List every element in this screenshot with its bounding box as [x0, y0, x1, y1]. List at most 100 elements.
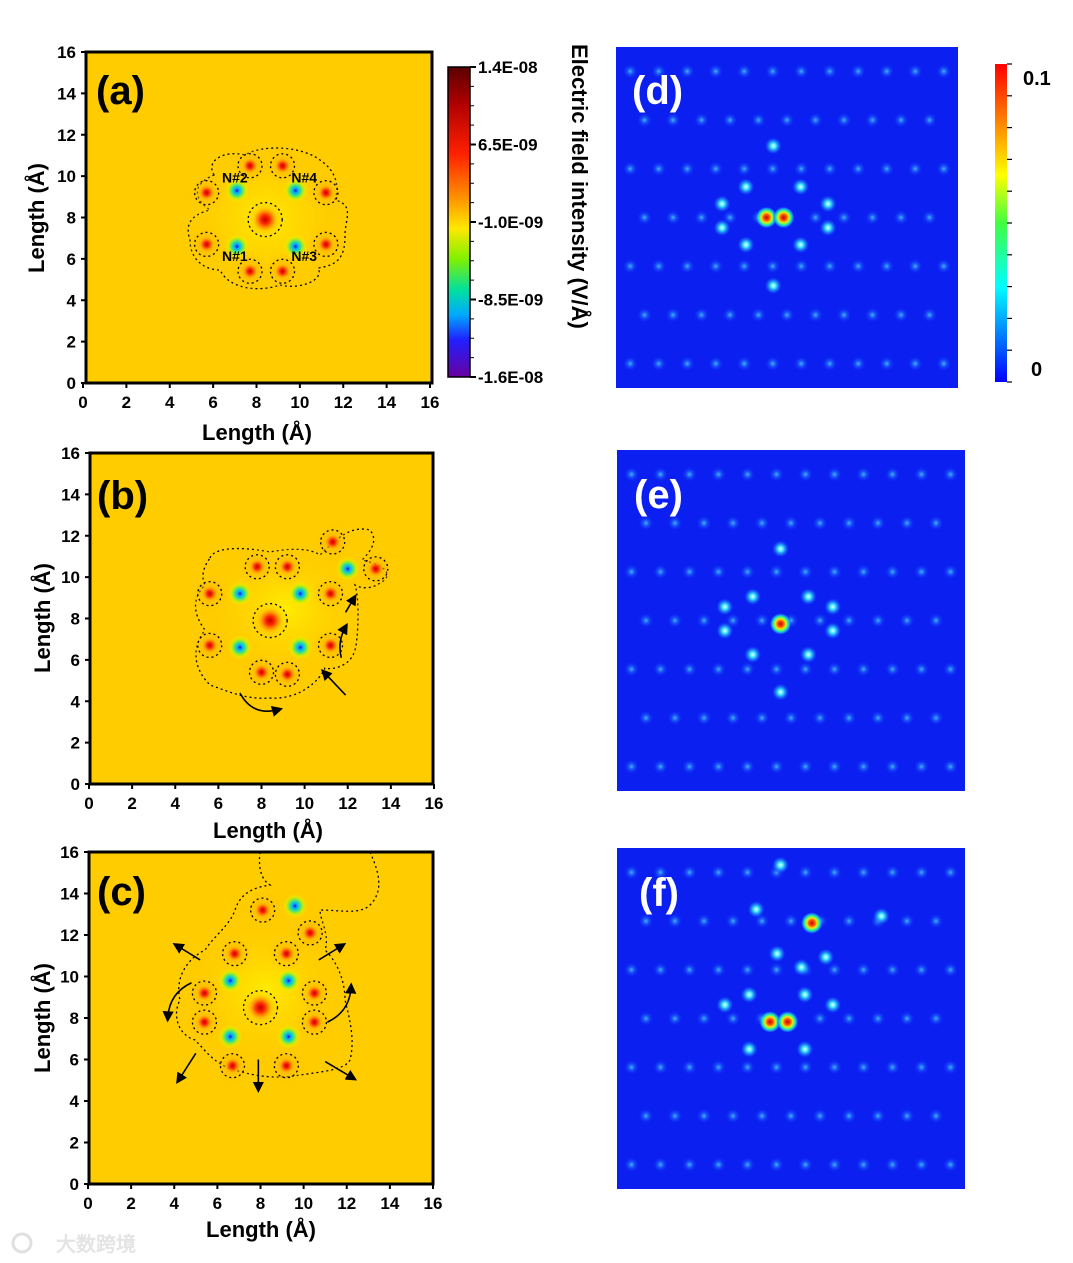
- y-tick-label: 12: [57, 126, 76, 145]
- flow-arrow: [318, 943, 347, 961]
- lattice-spot: [913, 1156, 930, 1173]
- positive-peak-contour: [197, 581, 223, 607]
- positive-peak-contour: [191, 1009, 218, 1035]
- lattice-spot: [764, 160, 781, 177]
- positive-peak-contour: [297, 920, 323, 946]
- lattice-spot: [768, 563, 785, 580]
- lattice-spot: [681, 563, 698, 580]
- y-tick-label: 14: [61, 485, 80, 504]
- lattice-spot: [942, 563, 959, 580]
- panel-d-label: (d): [632, 69, 683, 113]
- lattice-spot: [826, 563, 843, 580]
- negative-peak: [227, 635, 252, 660]
- y-tick-label: 6: [70, 1051, 79, 1070]
- x-tick-label: 4: [171, 794, 181, 813]
- panel-c-contour: [175, 852, 380, 1078]
- x-tick-label: 16: [421, 393, 440, 412]
- lattice-spot: [826, 661, 843, 678]
- lattice-spot: [907, 258, 924, 275]
- lattice-spot: [768, 961, 785, 978]
- bright-spot: [795, 985, 814, 1004]
- positive-peak-contour: [301, 980, 328, 1006]
- lattice-spot: [638, 913, 654, 930]
- lattice-spot: [693, 306, 710, 323]
- bright-spot: [823, 995, 842, 1014]
- lattice-spot: [652, 758, 669, 775]
- lattice-spot: [681, 1156, 698, 1173]
- colorbar-left-tick-label: -1.6E-08: [478, 368, 543, 387]
- lattice-spot: [826, 1156, 843, 1173]
- flow-arrow: [344, 593, 357, 613]
- bright-spot: [715, 995, 734, 1014]
- positive-peak-contour: [274, 661, 301, 688]
- lattice-spot: [855, 758, 872, 775]
- bright-spot: [768, 944, 787, 963]
- lattice-spot: [681, 466, 698, 483]
- lattice-spot: [638, 709, 654, 726]
- positive-peak: [274, 157, 291, 174]
- lattice-spot: [899, 612, 915, 629]
- negative-peak: [283, 234, 308, 259]
- positive-peak-contour: [237, 153, 263, 179]
- positive-peak: [367, 560, 384, 577]
- positive-peak: [247, 994, 274, 1021]
- lattice-spot: [884, 563, 901, 580]
- positive-peak: [241, 263, 258, 280]
- positive-peak: [279, 558, 296, 575]
- lattice-spot: [739, 864, 756, 881]
- negative-peak: [276, 968, 301, 993]
- x-tick-label: 14: [380, 1194, 399, 1213]
- hot-spot: [800, 912, 823, 935]
- lattice-spot: [652, 466, 669, 483]
- lattice-spot: [821, 355, 838, 372]
- y-tick-label: 10: [57, 167, 76, 186]
- lattice-spot: [739, 1059, 756, 1076]
- lattice-spot: [681, 1059, 698, 1076]
- lattice-spot: [907, 355, 924, 372]
- lattice-spot: [623, 1156, 640, 1173]
- y-tick-label: 12: [61, 527, 80, 546]
- lattice-spot: [623, 661, 640, 678]
- lattice-spot: [623, 563, 640, 580]
- lattice-spot: [855, 661, 872, 678]
- y-tick-label: 16: [60, 843, 79, 862]
- bright-spot: [872, 907, 891, 926]
- lattice-spot: [841, 913, 857, 930]
- negative-peak: [218, 1024, 243, 1049]
- lattice-spot: [754, 1107, 770, 1124]
- lattice-spot: [783, 709, 799, 726]
- lattice-spot: [907, 63, 924, 80]
- panel-c: 0 2 4 6 8 10 12 14 16 0 2 4 6 8 10 12 14 16 Length (Å) Leng…: [29, 843, 442, 1242]
- lattice-spot: [899, 515, 915, 532]
- colorbar-right-min: 0: [1031, 359, 1042, 381]
- x-tick-label: 10: [295, 794, 314, 813]
- lattice-spot: [783, 1107, 799, 1124]
- x-tick-label: 4: [165, 393, 175, 412]
- bright-spot: [791, 177, 810, 196]
- negative-peak: [227, 581, 252, 606]
- lattice-spot: [797, 758, 814, 775]
- hot-spot: [776, 1010, 799, 1033]
- negative-peak: [335, 556, 360, 581]
- y-tick-label: 10: [61, 568, 80, 587]
- lattice-spot: [841, 1010, 857, 1027]
- x-axis-label: Length (Å): [202, 419, 312, 445]
- lattice-spot: [710, 563, 727, 580]
- lattice-spot: [826, 864, 843, 881]
- colorbar-left-tick-label: 1.4E-08: [478, 58, 538, 77]
- lattice-spot: [942, 758, 959, 775]
- lattice-spot: [638, 612, 654, 629]
- lattice-spot: [667, 1010, 683, 1027]
- bright-spot: [740, 1040, 759, 1059]
- lattice-spot: [821, 63, 838, 80]
- lattice-spot: [722, 112, 738, 129]
- lattice-spot: [739, 758, 756, 775]
- lattice-spot: [935, 258, 952, 275]
- x-tick-label: 16: [424, 1194, 443, 1213]
- lattice-spot: [855, 864, 872, 881]
- hot-spot: [759, 1010, 782, 1033]
- x-tick-label: 0: [84, 794, 93, 813]
- positive-peak-contour: [317, 581, 344, 607]
- panel-b-label: (b): [97, 474, 148, 518]
- bright-spot: [740, 985, 759, 1004]
